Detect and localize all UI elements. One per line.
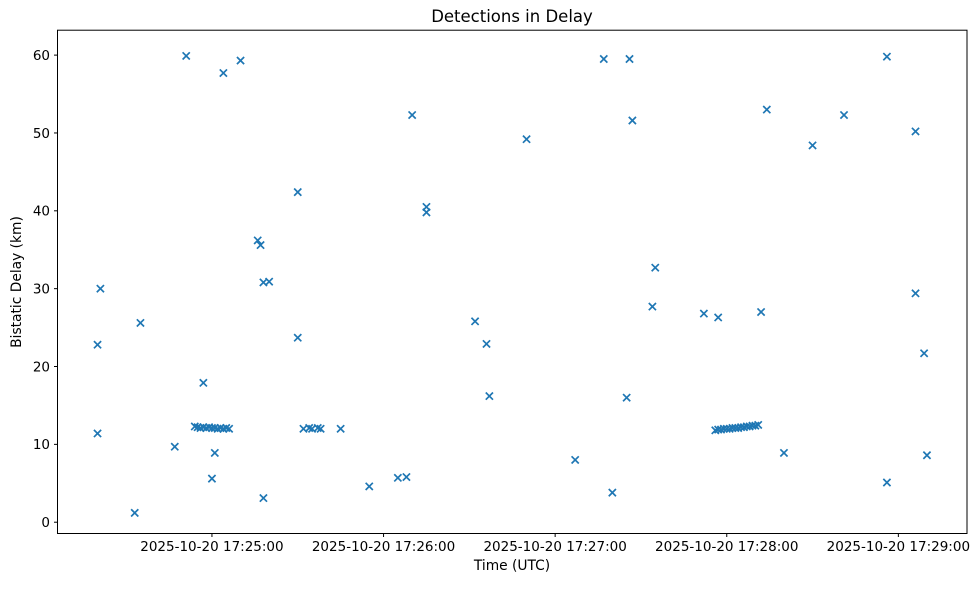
chart-title: Detections in Delay xyxy=(431,7,593,26)
scatter-point xyxy=(713,313,723,322)
scatter-point xyxy=(256,240,265,250)
scatter-point xyxy=(365,482,374,491)
x-axis-label: Time (UTC) xyxy=(473,558,551,574)
scatter-point xyxy=(199,378,208,388)
scatter-point xyxy=(93,429,102,438)
scatter-point xyxy=(882,478,892,487)
y-tick-label: 50 xyxy=(33,126,50,142)
scatter-point xyxy=(259,493,268,503)
x-tick-label: 2025-10-20 17:27:00 xyxy=(483,539,626,555)
x-tick-label: 2025-10-20 17:28:00 xyxy=(655,539,798,555)
scatter-point xyxy=(224,424,234,433)
scatter-point xyxy=(911,127,920,136)
scatter-point xyxy=(336,424,345,433)
scatter-point xyxy=(485,391,494,401)
x-tick-label: 2025-10-20 17:26:00 xyxy=(312,539,455,555)
plot-border xyxy=(57,29,968,534)
scatter-point xyxy=(393,473,403,483)
x-tick-label: 2025-10-20 17:29:00 xyxy=(827,539,970,555)
scatter-point xyxy=(316,424,325,433)
scatter-point xyxy=(648,302,657,311)
scatter-point xyxy=(253,236,262,245)
scatter-point xyxy=(482,339,491,349)
scatter-point xyxy=(522,134,531,144)
scatter-point xyxy=(754,420,763,430)
scatter-point xyxy=(608,488,617,497)
scatter-point xyxy=(402,472,411,482)
y-tick-label: 60 xyxy=(33,48,50,64)
scatter-point xyxy=(839,110,849,120)
scatter-point xyxy=(756,307,766,317)
scatter-point xyxy=(264,277,274,286)
scatter-point xyxy=(170,442,179,451)
y-tick-label: 10 xyxy=(33,437,50,453)
scatter-point xyxy=(407,110,417,120)
scatter-point xyxy=(182,51,191,61)
scatter-point xyxy=(599,54,608,64)
scatter-point xyxy=(808,141,817,150)
scatter-point xyxy=(570,455,580,465)
y-tick-label: 0 xyxy=(41,515,50,531)
scatter-point xyxy=(882,52,892,61)
scatter-point xyxy=(96,284,105,293)
scatter-point xyxy=(293,187,302,197)
y-tick-label: 30 xyxy=(33,281,50,297)
scatter-point xyxy=(922,451,932,460)
scatter-point xyxy=(219,68,228,78)
scatter-point xyxy=(919,349,929,358)
scatter-point xyxy=(93,340,102,349)
scatter-point xyxy=(210,448,220,458)
scatter-point xyxy=(628,116,637,125)
x-tick-label: 2025-10-20 17:25:00 xyxy=(140,539,283,555)
y-axis-label: Bistatic Delay (km) xyxy=(9,216,25,348)
scatter-point xyxy=(762,105,771,114)
scatter-point xyxy=(207,474,217,483)
scatter-point xyxy=(293,333,302,342)
scatter-point xyxy=(130,508,139,518)
scatter-point xyxy=(699,309,709,318)
scatter-point xyxy=(625,54,634,64)
scatter-point xyxy=(422,208,431,217)
y-tick-label: 20 xyxy=(33,359,50,375)
scatter-point xyxy=(136,318,145,328)
scatter-point xyxy=(779,448,789,458)
scatter-point xyxy=(470,317,480,326)
scatter-point xyxy=(236,56,245,65)
y-tick-label: 40 xyxy=(33,204,50,220)
scatter-point xyxy=(622,393,631,402)
scatter-point xyxy=(651,263,660,272)
scatter-point xyxy=(911,289,920,298)
